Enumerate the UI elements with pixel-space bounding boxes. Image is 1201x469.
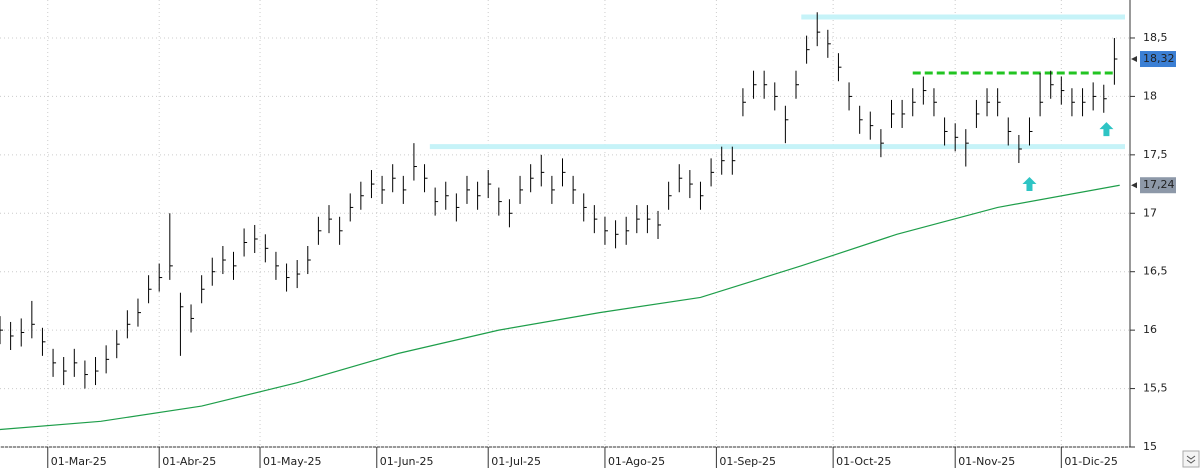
- y-tick-label: 17,5: [1143, 148, 1168, 161]
- x-tick-label: 01-Mar-25: [51, 455, 107, 468]
- x-tick-label: 01-Oct-25: [836, 455, 891, 468]
- y-tick-label: 18,5: [1143, 31, 1168, 44]
- last-price-tag-box: [1140, 51, 1176, 68]
- y-tick-label: 18: [1143, 89, 1157, 102]
- y-tick-label: 16,5: [1143, 265, 1168, 278]
- y-tick-label: 17: [1143, 206, 1157, 219]
- signal-arrow: [1022, 177, 1037, 192]
- x-tick-label: 01-Ago-25: [608, 455, 665, 468]
- y-tick-label: 16: [1143, 323, 1157, 336]
- x-tick-label: 01-Sep-25: [719, 455, 776, 468]
- signal-arrow: [1099, 122, 1114, 137]
- y-tick-label: 15: [1143, 440, 1157, 453]
- x-tick-label: 01-Jul-25: [491, 455, 541, 468]
- corner-icon: [1186, 455, 1196, 464]
- x-tick-label: 01-Nov-25: [958, 455, 1015, 468]
- moving-average: [0, 184, 1120, 431]
- y-tick-label: 15,5: [1143, 382, 1168, 395]
- ma-last-tag-label: 17,24: [1143, 178, 1175, 191]
- corner-button[interactable]: [1182, 450, 1200, 468]
- x-tick-label: 01-May-25: [263, 455, 321, 468]
- ma-last-tag-pointer: [1131, 182, 1137, 189]
- last-price-tag-label: 18,32: [1143, 52, 1175, 65]
- x-tick-label: 01-Jun-25: [380, 455, 434, 468]
- x-tick-label: 01-Dic-25: [1064, 455, 1118, 468]
- ma-last-tag-box: [1140, 177, 1176, 194]
- last-price-tag-pointer: [1131, 56, 1137, 63]
- x-tick-label: 01-Abr-25: [162, 455, 216, 468]
